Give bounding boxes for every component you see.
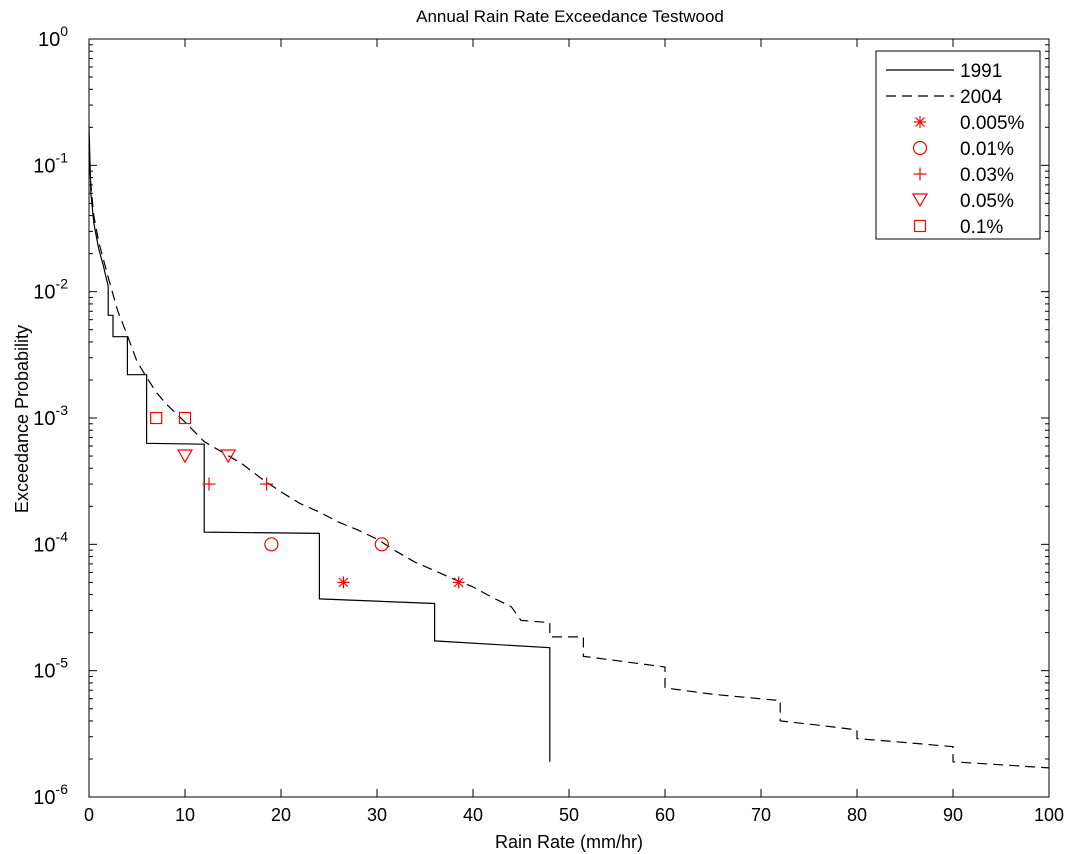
- series-line-1991: [89, 127, 551, 762]
- x-tick-label: 80: [847, 805, 867, 825]
- legend-label: 0.1%: [960, 217, 1003, 238]
- x-tick-label: 0: [84, 805, 94, 825]
- marker-asterisk: [452, 576, 465, 589]
- y-tick-label: 10-6: [33, 781, 68, 809]
- x-tick-label: 30: [367, 805, 387, 825]
- marker-plus: [260, 477, 274, 491]
- marker-plus: [202, 477, 216, 491]
- series-line-2004: [89, 165, 1049, 769]
- x-axis-label: Rain Rate (mm/hr): [495, 832, 643, 852]
- y-tick-label: 100: [38, 23, 68, 51]
- legend-label: 0.01%: [960, 139, 1014, 160]
- legend-marker-triangle-down: [911, 193, 929, 208]
- legend-marker-plus: [913, 167, 927, 181]
- plot-area: 0 10 20 30 40 50 60 70 80 90 100 100 10-1 10-2 10-3 10-…: [33, 23, 1064, 825]
- data-layer: [89, 127, 1049, 769]
- y-axis-label: Exceedance Probability: [12, 325, 32, 513]
- marker-circle: [264, 537, 279, 552]
- marker-asterisk: [337, 576, 350, 589]
- x-tick-label: 40: [463, 805, 483, 825]
- chart-title: Annual Rain Rate Exceedance Testwood: [416, 7, 724, 26]
- y-tick-label: 10-5: [33, 655, 68, 683]
- marker-triangle-down: [220, 449, 237, 464]
- marker-square: [178, 411, 192, 425]
- marker-circle: [374, 537, 389, 552]
- x-tick-label: 70: [751, 805, 771, 825]
- legend-label: 0.05%: [960, 191, 1014, 212]
- legend-label: 2004: [960, 87, 1003, 108]
- x-tick-label: 10: [175, 805, 195, 825]
- legend: 1991 2004 0.005% 0.01% 0.03% 0.05% 0.1%: [875, 50, 1041, 240]
- x-tick-label: 20: [271, 805, 291, 825]
- y-tick-label: 10-4: [33, 528, 68, 556]
- y-tick-label: 10-3: [33, 402, 68, 430]
- y-tick-label: 10-2: [33, 276, 68, 304]
- marker-triangle-down: [176, 449, 194, 464]
- legend-marker-circle: [912, 140, 928, 156]
- legend-label: 1991: [960, 61, 1002, 82]
- x-tick-label: 90: [943, 805, 963, 825]
- x-tick-label: 50: [559, 805, 579, 825]
- legend-label: 0.005%: [960, 113, 1025, 134]
- legend-marker-square: [913, 219, 927, 233]
- legend-label: 0.03%: [960, 165, 1014, 186]
- x-tick-label: 100: [1034, 805, 1064, 825]
- x-tick-label: 60: [655, 805, 675, 825]
- marker-square: [150, 411, 163, 425]
- legend-marker-asterisk: [914, 116, 926, 128]
- y-tick-label: 10-1: [33, 149, 68, 177]
- legend-box: [875, 50, 1041, 240]
